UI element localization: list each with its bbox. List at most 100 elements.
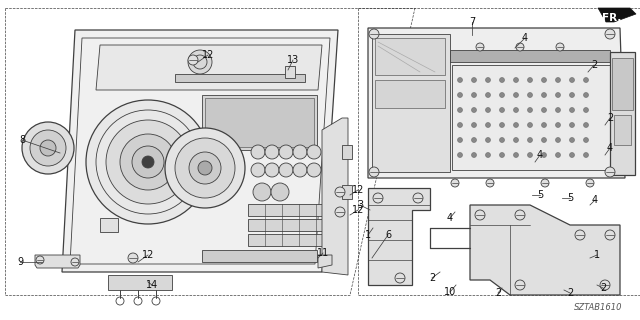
Circle shape xyxy=(486,179,494,187)
Text: 5: 5 xyxy=(537,190,543,200)
Bar xyxy=(100,218,118,232)
Circle shape xyxy=(395,273,405,283)
Circle shape xyxy=(499,92,504,98)
Circle shape xyxy=(458,123,463,127)
Circle shape xyxy=(265,145,279,159)
Circle shape xyxy=(605,230,615,240)
Circle shape xyxy=(527,77,532,83)
Circle shape xyxy=(541,179,549,187)
Circle shape xyxy=(30,130,66,166)
Circle shape xyxy=(584,108,589,113)
Circle shape xyxy=(188,50,212,74)
Polygon shape xyxy=(452,65,612,170)
Circle shape xyxy=(556,43,564,51)
Circle shape xyxy=(527,138,532,142)
Bar xyxy=(614,115,631,145)
Text: SZTAB1610: SZTAB1610 xyxy=(573,303,622,313)
Circle shape xyxy=(600,280,610,290)
Circle shape xyxy=(556,77,561,83)
Circle shape xyxy=(251,145,265,159)
Polygon shape xyxy=(375,38,445,75)
Circle shape xyxy=(513,92,518,98)
Circle shape xyxy=(458,92,463,98)
Circle shape xyxy=(472,138,477,142)
Bar xyxy=(248,204,323,216)
Circle shape xyxy=(253,183,271,201)
Text: 3: 3 xyxy=(357,200,363,210)
Text: 4: 4 xyxy=(447,213,453,223)
Circle shape xyxy=(458,138,463,142)
Polygon shape xyxy=(598,8,636,22)
Circle shape xyxy=(513,108,518,113)
Circle shape xyxy=(556,108,561,113)
Circle shape xyxy=(605,167,615,177)
Circle shape xyxy=(307,145,321,159)
Circle shape xyxy=(586,179,594,187)
Circle shape xyxy=(584,138,589,142)
Circle shape xyxy=(307,163,321,177)
Circle shape xyxy=(486,138,490,142)
Text: 10: 10 xyxy=(444,287,456,297)
Polygon shape xyxy=(35,255,80,268)
Circle shape xyxy=(198,161,212,175)
Polygon shape xyxy=(108,275,172,290)
Text: 6: 6 xyxy=(385,230,391,240)
Polygon shape xyxy=(285,66,295,78)
Circle shape xyxy=(556,138,561,142)
Circle shape xyxy=(570,92,575,98)
Circle shape xyxy=(189,152,221,184)
Circle shape xyxy=(188,55,198,65)
Circle shape xyxy=(570,123,575,127)
Circle shape xyxy=(373,193,383,203)
Polygon shape xyxy=(96,45,322,90)
Text: 7: 7 xyxy=(469,17,475,27)
Circle shape xyxy=(335,207,345,217)
Circle shape xyxy=(556,92,561,98)
Text: 1: 1 xyxy=(594,250,600,260)
Polygon shape xyxy=(322,118,348,275)
Circle shape xyxy=(458,153,463,157)
Circle shape xyxy=(570,77,575,83)
Circle shape xyxy=(271,183,289,201)
Text: 4: 4 xyxy=(522,33,528,43)
Circle shape xyxy=(369,29,379,39)
Text: 12: 12 xyxy=(142,250,154,260)
Circle shape xyxy=(458,108,463,113)
Circle shape xyxy=(251,163,265,177)
Circle shape xyxy=(541,123,547,127)
Text: 12: 12 xyxy=(202,50,214,60)
Circle shape xyxy=(499,77,504,83)
Circle shape xyxy=(486,108,490,113)
Circle shape xyxy=(605,29,615,39)
Circle shape xyxy=(279,163,293,177)
Circle shape xyxy=(486,92,490,98)
Text: 14: 14 xyxy=(146,280,158,290)
Circle shape xyxy=(516,43,524,51)
Circle shape xyxy=(541,92,547,98)
Circle shape xyxy=(584,123,589,127)
Text: 2: 2 xyxy=(567,288,573,298)
Polygon shape xyxy=(470,205,620,295)
Text: FR.: FR. xyxy=(602,13,621,23)
Circle shape xyxy=(165,128,245,208)
Circle shape xyxy=(527,92,532,98)
Polygon shape xyxy=(610,52,635,175)
Text: 12: 12 xyxy=(352,185,364,195)
Polygon shape xyxy=(375,80,445,108)
Circle shape xyxy=(293,145,307,159)
Circle shape xyxy=(472,108,477,113)
Bar xyxy=(202,95,317,150)
Bar xyxy=(175,74,305,82)
Circle shape xyxy=(570,138,575,142)
Text: 11: 11 xyxy=(317,248,329,258)
Polygon shape xyxy=(62,30,338,272)
Circle shape xyxy=(527,108,532,113)
Bar xyxy=(205,98,314,147)
Circle shape xyxy=(515,210,525,220)
Text: 2: 2 xyxy=(495,288,501,298)
Polygon shape xyxy=(368,28,625,178)
Circle shape xyxy=(120,134,176,190)
Circle shape xyxy=(513,123,518,127)
Circle shape xyxy=(86,100,210,224)
Circle shape xyxy=(556,123,561,127)
